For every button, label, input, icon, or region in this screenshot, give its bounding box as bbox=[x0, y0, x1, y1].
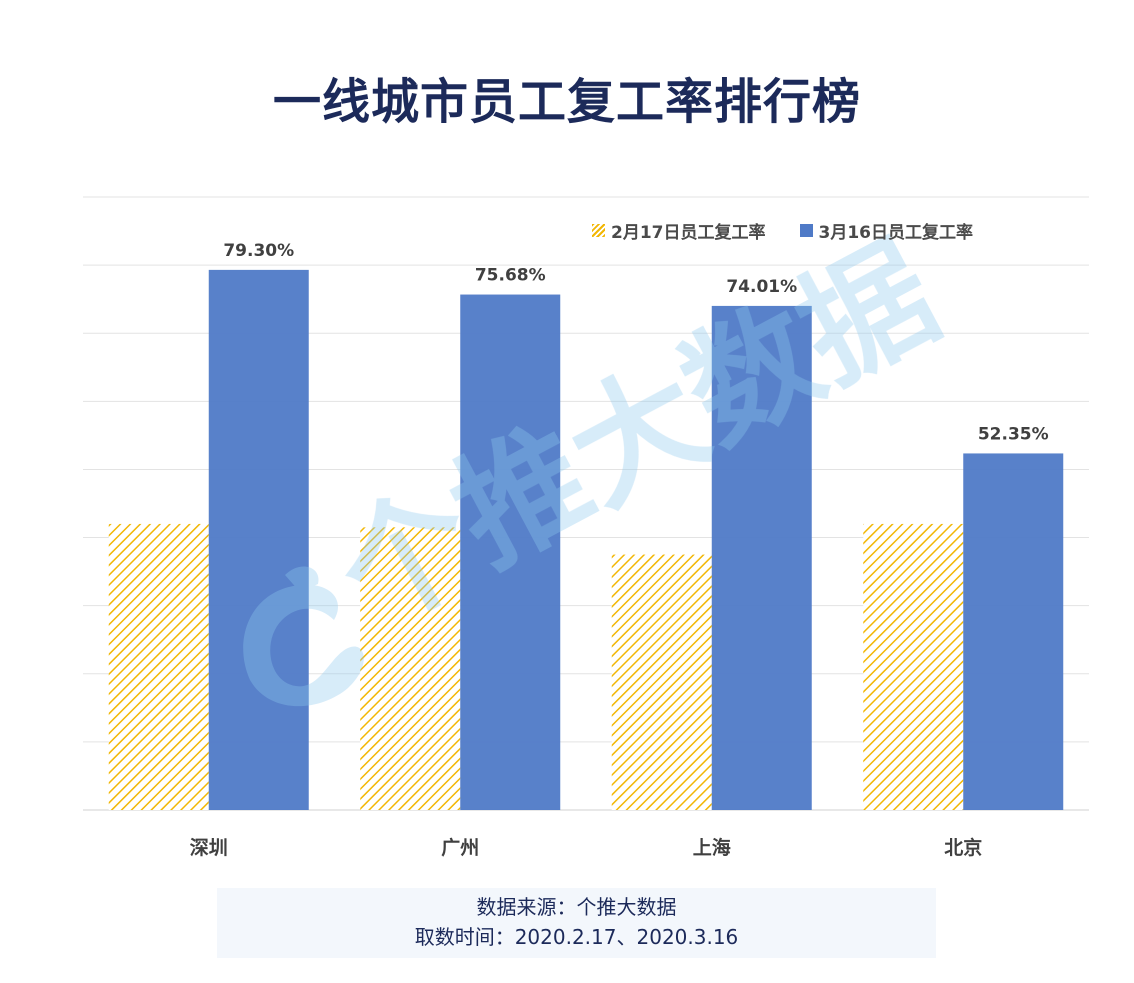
data-label-mar-0: 79.30% bbox=[223, 241, 294, 261]
legend-label-feb: 2月17日员工复工率 bbox=[611, 223, 766, 243]
data-label-mar-3: 52.35% bbox=[978, 424, 1049, 444]
category-label-0: 深圳 bbox=[190, 836, 228, 859]
category-label-3: 北京 bbox=[944, 836, 982, 859]
bars bbox=[108, 269, 1064, 810]
data-label-mar-1: 75.68% bbox=[475, 266, 546, 286]
category-label-1: 广州 bbox=[441, 836, 479, 859]
watermark-logo-icon bbox=[243, 566, 364, 707]
data-label-mar-2: 74.01% bbox=[726, 277, 797, 297]
bar-feb-1 bbox=[360, 527, 461, 810]
bar-mar-2 bbox=[711, 305, 812, 810]
bar-mar-3 bbox=[963, 453, 1064, 810]
data-labels: 79.30% 75.68% 74.01% 52.35% bbox=[223, 241, 1048, 445]
bar-feb-3 bbox=[863, 523, 964, 810]
source-line: 数据来源：个推大数据 bbox=[476, 895, 677, 919]
legend-item-mar: 3月16日员工复工率 bbox=[799, 218, 974, 243]
category-labels: 深圳 广州 上海 北京 bbox=[190, 836, 983, 859]
bar-mar-1 bbox=[460, 294, 561, 810]
legend-swatch-mar bbox=[799, 224, 813, 237]
bar-mar-0 bbox=[208, 269, 309, 810]
date-range-line: 取数时间：2020.2.17、2020.3.16 bbox=[414, 925, 739, 949]
bar-feb-0 bbox=[108, 523, 209, 810]
legend-label-mar: 3月16日员工复工率 bbox=[818, 223, 974, 243]
category-label-2: 上海 bbox=[693, 836, 731, 859]
legend-item-feb: 2月17日员工复工率 bbox=[592, 218, 766, 243]
legend: 2月17日员工复工率 3月16日员工复工率 bbox=[592, 218, 973, 243]
bar-feb-2 bbox=[611, 554, 712, 810]
legend-swatch-feb bbox=[592, 224, 605, 237]
watermark: 个推大数据 bbox=[243, 216, 960, 707]
source-box: 数据来源：个推大数据 取数时间：2020.2.17、2020.3.16 bbox=[217, 888, 936, 958]
chart-title: 一线城市员工复工率排行榜 bbox=[272, 74, 861, 130]
